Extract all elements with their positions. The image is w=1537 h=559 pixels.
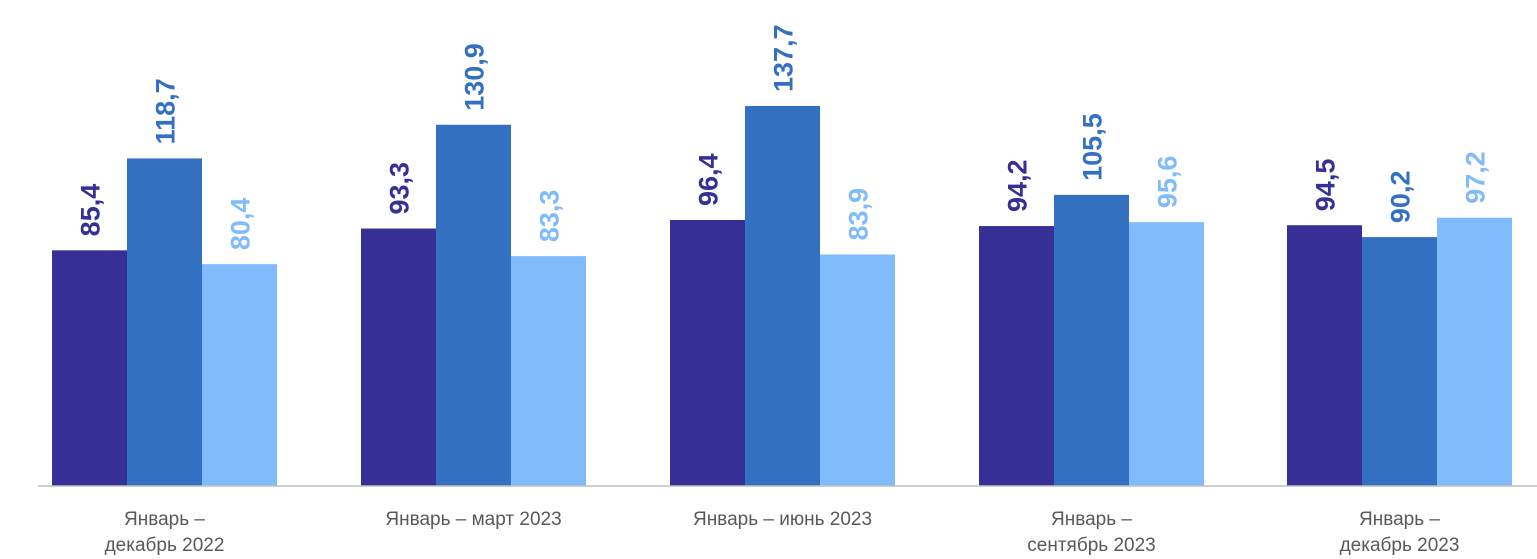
category-labels-group: Январь – декабрь 2022 Январь – март 2023 Ян… xyxy=(105,509,1460,556)
bar-s1-c1 xyxy=(52,250,127,486)
value-labels-group: 85,4 93,3 96,4 94,2 94,5 118,7 130,9 137,7 105,5… xyxy=(76,24,1491,250)
value-label-s3-c1: 80,4 xyxy=(226,198,256,251)
value-label-s2-c5: 90,2 xyxy=(1386,171,1416,224)
value-label-s2-c1: 118,7 xyxy=(151,78,181,144)
category-label-line: Январь – март 2023 xyxy=(385,509,561,530)
value-label-s2-c4: 105,5 xyxy=(1078,113,1108,181)
bars-group xyxy=(52,106,1512,487)
bar-s3-c5 xyxy=(1437,217,1512,486)
category-label-2: Январь – март 2023 xyxy=(385,509,561,530)
value-label-s2-c2: 130,9 xyxy=(460,43,490,111)
value-label-s1-c2: 93,3 xyxy=(385,162,415,215)
value-label-s1-c5: 94,5 xyxy=(1311,159,1341,212)
bar-s2-c3 xyxy=(745,106,820,486)
category-label-line: Январь – xyxy=(1051,509,1132,530)
bar-s1-c2 xyxy=(361,228,436,487)
value-label-s3-c2: 83,3 xyxy=(535,190,565,243)
value-label-s1-c1: 85,4 xyxy=(76,184,106,237)
category-label-line: Январь – июнь 2023 xyxy=(693,509,872,530)
category-label-line: Январь – xyxy=(1359,509,1440,530)
bar-s2-c1 xyxy=(127,158,202,486)
category-label-line: Январь – xyxy=(124,509,205,530)
bar-s3-c3 xyxy=(820,254,895,486)
bar-s2-c4 xyxy=(1054,194,1129,486)
value-label-s3-c5: 97,2 xyxy=(1461,151,1491,204)
bar-s1-c5 xyxy=(1287,225,1362,486)
value-label-s3-c3: 83,9 xyxy=(844,188,874,241)
bar-s1-c4 xyxy=(979,226,1054,486)
value-label-s3-c4: 95,6 xyxy=(1153,156,1183,209)
value-label-s1-c4: 94,2 xyxy=(1003,159,1033,212)
bar-s2-c5 xyxy=(1362,237,1437,486)
bar-s3-c1 xyxy=(202,264,277,486)
bar-s3-c2 xyxy=(511,256,586,486)
category-label-line: декабрь 2022 xyxy=(105,535,225,556)
category-label-3: Январь – июнь 2023 xyxy=(693,509,872,530)
value-label-s1-c3: 96,4 xyxy=(694,153,724,206)
bar-s2-c2 xyxy=(436,124,511,486)
bar-s3-c4 xyxy=(1129,222,1204,486)
category-label-5: Январь – декабрь 2023 xyxy=(1340,509,1460,556)
bar-s1-c3 xyxy=(670,219,745,486)
category-label-4: Январь – сентябрь 2023 xyxy=(1027,509,1155,556)
value-label-s2-c3: 137,7 xyxy=(769,24,799,92)
category-label-line: сентябрь 2023 xyxy=(1027,535,1155,556)
category-label-line: декабрь 2023 xyxy=(1340,535,1460,556)
category-label-1: Январь – декабрь 2022 xyxy=(105,509,225,556)
